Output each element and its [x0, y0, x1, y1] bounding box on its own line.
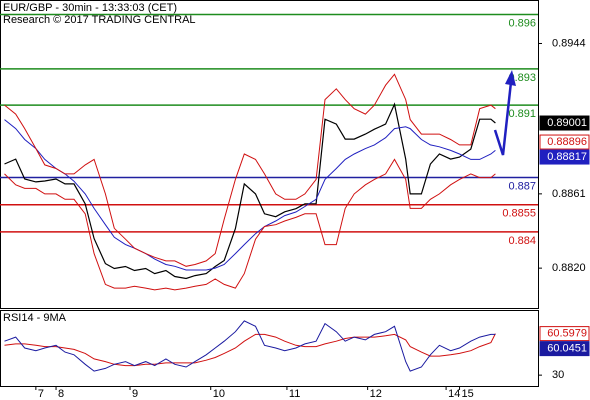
x-tick-label: 10 [213, 388, 225, 400]
x-tick-label: 11 [289, 388, 300, 400]
value-tag [539, 341, 590, 357]
level-label: 0.884 [508, 235, 536, 247]
value-tag [539, 115, 590, 131]
chart-subtitle: Research © 2017 TRADING CENTRAL [3, 14, 196, 26]
y-tick-label: 0.8820 [552, 262, 586, 274]
forecast-arrowhead [505, 70, 516, 86]
level-label: 0.893 [508, 72, 536, 84]
x-tick-label: 14 [448, 388, 460, 400]
level-label: 0.887 [508, 180, 536, 192]
y-tick-label: 0.8861 [552, 188, 586, 200]
value-tag-label: 0.88896 [547, 136, 587, 148]
value-tag-label: 60.0451 [547, 343, 587, 355]
x-tick-label: 12 [370, 388, 382, 400]
series-line [4, 119, 496, 271]
plot-layer: 0.8944 0.8861 0.8820 0.896 0.893 0.891 0.887 0.… [0, 13, 590, 400]
series-line [4, 333, 496, 367]
level-label: 0.8855 [502, 208, 536, 220]
value-tag-label: 0.88817 [547, 151, 587, 163]
level-label: 0.896 [508, 17, 536, 29]
x-tick-label: 9 [132, 388, 138, 400]
series-line [4, 73, 496, 267]
x-tick-label: 7 [38, 388, 44, 400]
series-line [4, 320, 496, 372]
forecast-arrow [493, 81, 513, 156]
level-label: 0.891 [508, 108, 536, 120]
chart-title: EUR/GBP - 30min - 13:33:03 (CET) [3, 2, 177, 14]
value-tag [539, 149, 590, 165]
value-tag-label: 0.89001 [547, 117, 587, 129]
y-tick-label: 30 [552, 369, 564, 381]
value-tag [539, 326, 590, 342]
value-tag [539, 134, 590, 150]
rsi-panel [0, 310, 539, 387]
price-panel [0, 0, 539, 309]
series-line [4, 102, 496, 280]
x-tick-label: 8 [58, 388, 64, 400]
x-tick-label: 15 [462, 388, 474, 400]
rsi-title: RSI14 - 9MA [3, 312, 67, 324]
y-tick-label: 0.8944 [552, 37, 586, 49]
value-tag-label: 60.5979 [547, 328, 587, 340]
series-line [4, 158, 496, 291]
